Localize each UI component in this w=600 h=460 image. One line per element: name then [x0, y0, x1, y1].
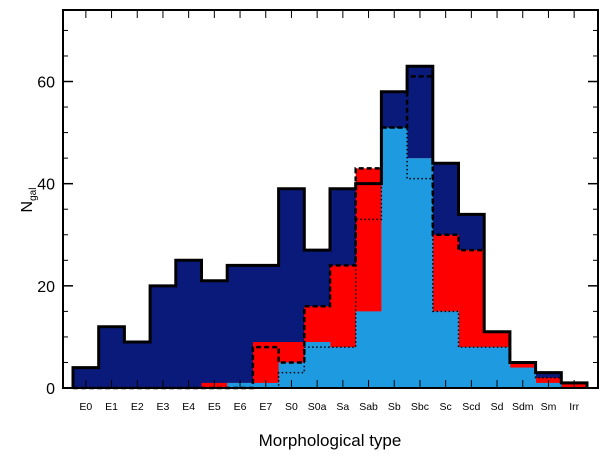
bar-bottom-Sbc — [407, 158, 434, 388]
x-tick-label: Sa — [336, 401, 349, 413]
bar-total-E1 — [98, 326, 125, 388]
bar-bottom-Sdm — [509, 367, 536, 388]
x-tick-label: E0 — [79, 401, 92, 413]
ticks-layer: 0 20 40 60 E0 E1 E2 E3 E4 E5 E6 E7 S0 S0a Sa Sab Sb Sbc Sc… — [37, 10, 598, 413]
x-tick-label: Sab — [359, 401, 378, 413]
x-tick-label: Sd — [491, 401, 504, 413]
bar-bottom-Sab — [355, 311, 382, 388]
x-tick-label: Irr — [569, 401, 579, 413]
x-tick-label: Sbc — [411, 401, 429, 413]
y-tick-label: 40 — [37, 177, 55, 194]
bar-total-E6 — [227, 265, 254, 388]
plot-frame — [62, 9, 599, 389]
x-tick-label: E3 — [157, 401, 170, 413]
x-tick-label: Sc — [440, 401, 452, 413]
x-tick-label: E6 — [234, 401, 247, 413]
x-tick-label: S0 — [285, 401, 298, 413]
x-tick-label: E5 — [208, 401, 221, 413]
bar-bottom-Sc — [432, 311, 459, 388]
x-tick-label: S0a — [308, 401, 327, 413]
x-tick-label: E1 — [105, 401, 118, 413]
y-axis-label-main: N — [19, 201, 36, 213]
bar-total-E3 — [150, 285, 177, 388]
x-axis-label: Morphological type — [259, 431, 402, 450]
x-tick-label: E4 — [182, 401, 195, 413]
x-tick-label: Sb — [388, 401, 401, 413]
svg-text:Ngal: Ngal — [19, 188, 39, 213]
bar-total-E4 — [175, 260, 202, 388]
bars-layer — [73, 66, 588, 389]
y-tick-label: 60 — [37, 75, 55, 92]
y-axis-label-sub: gal — [28, 188, 39, 201]
y-tick-label: 20 — [37, 279, 55, 296]
bar-bottom-Sb — [381, 127, 408, 389]
x-tick-label: Sm — [541, 401, 557, 413]
x-tick-label: Scd — [462, 401, 480, 413]
x-tick-label: Sdm — [512, 401, 534, 413]
bar-total-E5 — [201, 280, 228, 388]
bar-total-E0 — [73, 367, 100, 388]
x-tick-label: E7 — [259, 401, 272, 413]
y-tick-label: 0 — [46, 381, 55, 398]
x-tick-label: E2 — [131, 401, 144, 413]
y-axis-label: Ngal — [19, 188, 39, 213]
